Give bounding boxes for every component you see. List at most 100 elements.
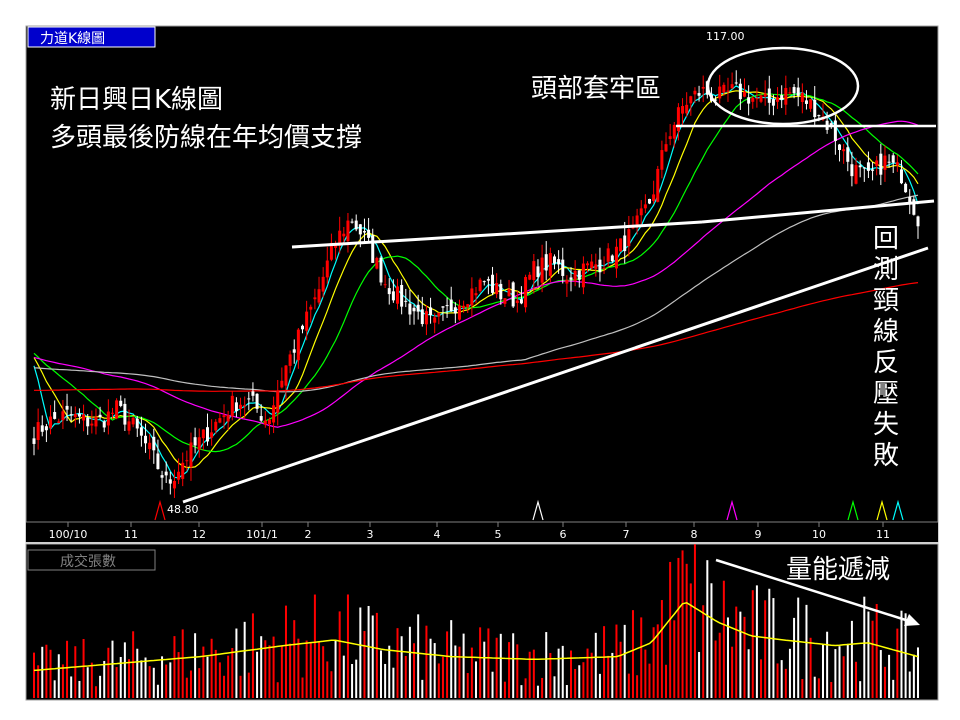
candle (73, 406, 77, 428)
volume-bar (640, 617, 643, 698)
volume-bar (714, 640, 717, 698)
candle (610, 254, 614, 263)
candle (36, 408, 40, 450)
volume-bar (74, 646, 77, 698)
volume-bar (280, 646, 283, 698)
candle (722, 82, 726, 96)
volume-bar (247, 672, 250, 698)
volume-bar (330, 671, 333, 698)
candle (668, 124, 672, 146)
candle (499, 279, 503, 305)
volume-bar (681, 550, 684, 698)
volume-bar (722, 580, 725, 698)
signal-markers (154, 499, 904, 521)
volume-bar (842, 656, 845, 698)
candle (788, 87, 792, 95)
volume-bar (70, 676, 73, 698)
candle (201, 429, 205, 451)
volume-bar (148, 666, 151, 698)
candle (379, 256, 383, 286)
volume-bar (797, 597, 800, 698)
candle (144, 423, 148, 453)
volume-bar (772, 598, 775, 698)
candle (751, 96, 755, 109)
candle (305, 300, 309, 341)
volume-bar (144, 657, 147, 698)
volume-bar (483, 641, 486, 698)
volume-bar (161, 656, 164, 698)
volume-bar (326, 661, 329, 698)
volume-bar (78, 680, 81, 698)
annotation-retest-char: 失 (873, 410, 899, 440)
volume-bar (379, 650, 382, 698)
candle (681, 98, 685, 127)
candle (106, 399, 110, 435)
candle (214, 419, 218, 434)
candle (110, 407, 114, 419)
volume-bar (689, 583, 692, 698)
candle (288, 350, 292, 374)
candle (573, 260, 577, 287)
volume-bar (821, 644, 824, 698)
candle (127, 409, 131, 435)
volume-bar (594, 632, 597, 698)
volume-bar (235, 628, 238, 698)
candle (172, 469, 176, 498)
volume-bar (243, 621, 246, 698)
candle (226, 410, 230, 431)
candle (267, 417, 271, 435)
candle (693, 87, 697, 103)
volume-bar (669, 561, 672, 698)
candle (251, 382, 255, 402)
volume-bar (768, 588, 771, 698)
candle (738, 78, 742, 110)
volume-bar (495, 637, 498, 698)
volume-bar (698, 651, 701, 698)
volume-bar (904, 613, 907, 698)
volume-panel-tab[interactable] (27, 549, 156, 571)
candle (536, 259, 540, 286)
candle (664, 132, 668, 152)
volume-bar (152, 667, 155, 698)
candle (743, 78, 747, 98)
candle (53, 400, 57, 420)
candle (503, 298, 507, 307)
candle (408, 289, 412, 325)
volume-bar (677, 557, 680, 698)
price-panel-tab[interactable] (27, 26, 156, 48)
candle (139, 416, 143, 447)
volume-bar (264, 640, 267, 698)
volume-bar (351, 664, 354, 698)
candle (197, 428, 201, 458)
candle (457, 299, 461, 321)
candle (400, 279, 404, 315)
volume-bar (475, 661, 477, 698)
x-axis-ticks: 100/10 11 12 101/1 2 3 4 5 6 7 8 9 10 11 (49, 522, 890, 541)
volume-bar (784, 668, 787, 698)
candle (437, 312, 441, 325)
candle (519, 286, 523, 305)
candle (98, 406, 102, 420)
volume-panel-tab-label: 成交張數 (60, 553, 116, 570)
candle (776, 87, 780, 109)
candle (193, 427, 197, 454)
volume-bar (293, 620, 296, 698)
candle (586, 261, 590, 273)
volume-bar (433, 643, 436, 698)
volume-bar (846, 643, 849, 698)
volume-bar (524, 678, 527, 698)
volume-bar (751, 590, 754, 698)
volume-bar (450, 620, 453, 698)
volume-bar (136, 648, 139, 698)
signal-marker (876, 499, 888, 521)
candle (239, 397, 243, 417)
annotation-retest-char: 測 (873, 255, 899, 285)
volume-bar (656, 624, 659, 698)
volume-bar (268, 645, 271, 698)
volume-bar (603, 626, 606, 698)
candle (309, 304, 313, 323)
volume-bar (363, 631, 366, 698)
volume-bar (218, 662, 221, 698)
candle (887, 154, 891, 168)
